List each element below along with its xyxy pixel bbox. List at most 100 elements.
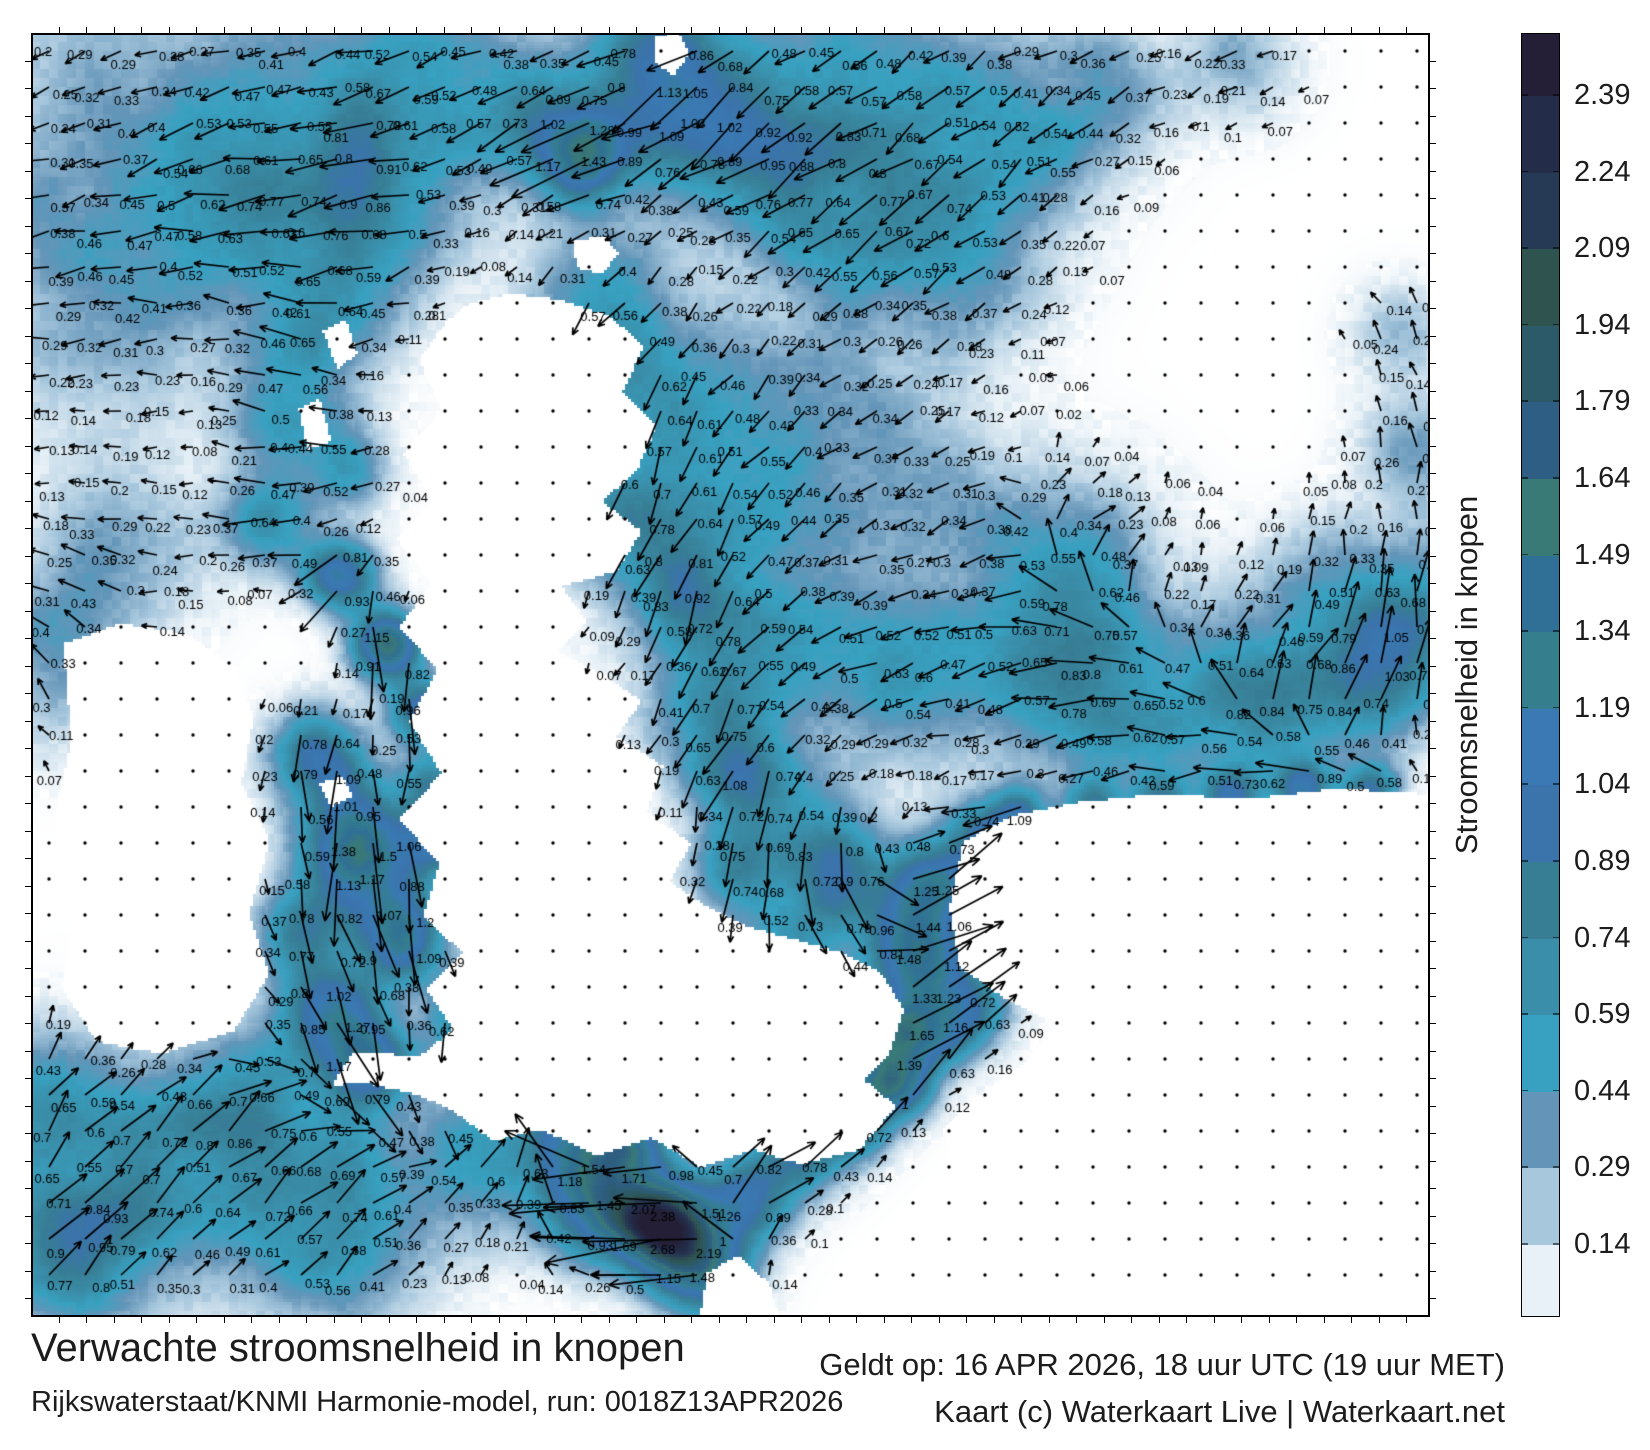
colorbar-band [1522,555,1559,633]
frame-tick [526,1317,527,1323]
colorbar-tick-label: 0.74 [1574,921,1631,954]
frame-tick [1430,1160,1436,1162]
frame-tick [1430,995,1436,997]
frame-tick [581,1317,582,1323]
colorbar-tick-label: 1.19 [1574,691,1631,724]
frame-tick [1296,1317,1297,1323]
colorbar-band [1522,1168,1559,1245]
frame-tick [1430,1243,1436,1244]
frame-tick [1213,1317,1215,1323]
frame-tick [856,1317,857,1323]
frame-tick [1076,1317,1077,1323]
colorbar-tick-label: 0.29 [1574,1151,1631,1184]
colorbar-tick-label: 2.09 [1574,232,1631,265]
frame-tick [938,1317,940,1323]
frame-tick [1241,1317,1242,1323]
colorbar-band [1522,249,1559,326]
frame-tick [306,1317,307,1323]
colorbar-band [1522,1244,1559,1316]
frame-tick [1378,1317,1380,1323]
colorbar-band [1522,632,1559,709]
colorbar-band [1522,402,1559,479]
frame-tick [1430,858,1436,859]
frame-tick [361,1317,362,1323]
model-run-caption: Rijkswaterstaat/KNMI Harmonie-model, run… [31,1386,844,1418]
frame-tick [1430,143,1436,144]
frame-tick [498,1317,500,1323]
frame-tick [333,1317,335,1323]
frame-tick [1430,1270,1436,1272]
frame-tick [1430,830,1436,832]
colorbar-band [1522,708,1559,786]
colorbar-tick-label: 1.04 [1574,768,1631,801]
frame-tick [801,1317,802,1323]
frame-tick [1430,60,1436,62]
colorbar-band [1522,172,1559,250]
frame-tick [1430,418,1436,419]
frame-tick [1430,693,1436,694]
frame-tick [86,1317,87,1323]
colorbar-band [1522,34,1559,96]
colorbar-tick-label: 0.89 [1574,845,1631,877]
frame-tick [1430,335,1436,337]
frame-tick [1430,720,1436,722]
figure-title: Verwachte stroomsnelheid in knopen [31,1326,685,1370]
frame-tick [1323,1317,1325,1323]
frame-tick [1430,638,1436,639]
frame-tick [1430,115,1436,117]
frame-tick [608,1317,610,1323]
frame-tick [1351,1317,1352,1323]
frame-tick [1186,1317,1187,1323]
frame-tick [1430,1023,1436,1024]
colorbar-tick-label: 1.34 [1574,615,1631,648]
colorbar-band [1522,478,1559,556]
colorbar-tick-label: 0.59 [1574,998,1631,1031]
frame-tick [196,1317,197,1323]
frame-tick [1430,308,1436,309]
frame-tick [1430,555,1436,557]
frame-tick [1103,1317,1105,1323]
colorbar [1521,33,1560,1317]
frame-tick [1430,583,1436,584]
colorbar-band [1522,1091,1559,1169]
frame-tick [1430,968,1436,969]
frame-tick [1430,1133,1436,1134]
frame-tick [1430,1215,1436,1217]
frame-tick [636,1317,637,1323]
colorbar-band [1522,1015,1559,1092]
frame-tick [1430,198,1436,199]
colorbar-tick-label: 0.44 [1574,1074,1631,1107]
frame-tick [416,1317,417,1323]
map-canvas [31,33,1430,1317]
frame-tick [1430,610,1436,612]
frame-tick [1430,748,1436,749]
frame-tick [1430,473,1436,474]
colorbar-band [1522,325,1559,403]
frame-tick [1430,225,1436,227]
frame-tick [1430,88,1436,89]
attribution-caption: Kaart (c) Waterkaart Live | Waterkaart.n… [934,1394,1505,1429]
frame-tick [443,1317,445,1323]
frame-tick [663,1317,665,1323]
frame-tick [251,1317,252,1323]
frame-tick [1430,170,1436,172]
frame-tick [1268,1317,1270,1323]
valid-time-caption: Geldt op: 16 APR 2026, 18 uur UTC (19 uu… [819,1347,1505,1382]
frame-tick [1021,1317,1022,1323]
frame-tick [1430,665,1436,667]
frame-tick [1430,500,1436,502]
frame-tick [746,1317,747,1323]
colorbar-tick-label: 1.94 [1574,308,1631,341]
frame-tick [1430,1298,1436,1299]
frame-tick [58,1317,60,1323]
frame-tick [1430,1050,1436,1052]
frame-tick [718,1317,720,1323]
colorbar-band [1522,96,1559,173]
frame-tick [966,1317,967,1323]
frame-tick [1430,390,1436,392]
frame-tick [911,1317,912,1323]
frame-tick [1158,1317,1160,1323]
colorbar-tick-label: 2.24 [1574,155,1631,188]
frame-tick [1430,253,1436,254]
frame-tick [168,1317,170,1323]
